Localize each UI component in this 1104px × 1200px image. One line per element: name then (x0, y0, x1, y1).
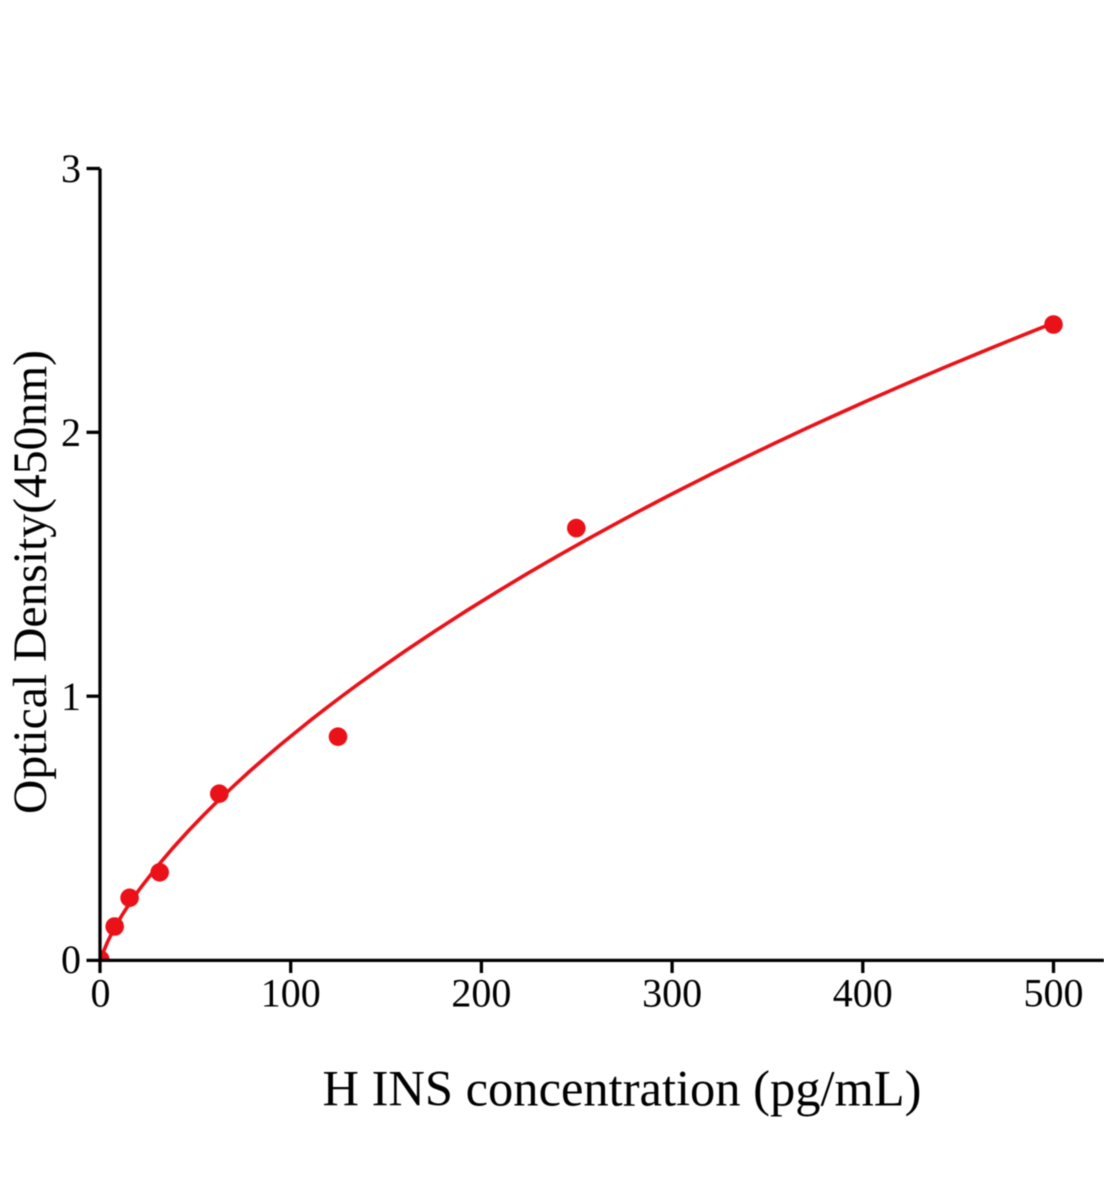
svg-text:3: 3 (61, 146, 81, 191)
svg-text:Optical Density(450nm): Optical Density(450nm) (5, 350, 57, 814)
svg-text:2: 2 (61, 410, 81, 455)
svg-text:200: 200 (451, 971, 511, 1016)
svg-text:H INS concentration (pg/mL): H INS concentration (pg/mL) (323, 1062, 922, 1118)
svg-text:400: 400 (833, 971, 893, 1016)
svg-text:1: 1 (61, 674, 81, 719)
svg-text:0: 0 (91, 971, 111, 1016)
svg-text:300: 300 (642, 971, 702, 1016)
svg-text:500: 500 (1024, 971, 1084, 1016)
svg-text:0: 0 (61, 937, 81, 982)
svg-text:100: 100 (261, 971, 321, 1016)
